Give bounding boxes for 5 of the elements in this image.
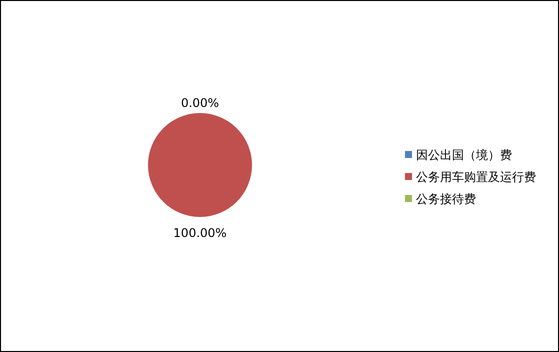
legend-label: 公务接待费 — [416, 192, 476, 206]
legend-label: 公务用车购置及运行费 — [416, 170, 536, 184]
text: 0.00% — [180, 96, 220, 110]
legend-label: 因公出国（境）费 — [416, 148, 512, 162]
data-label: 100.00% — [173, 226, 227, 240]
